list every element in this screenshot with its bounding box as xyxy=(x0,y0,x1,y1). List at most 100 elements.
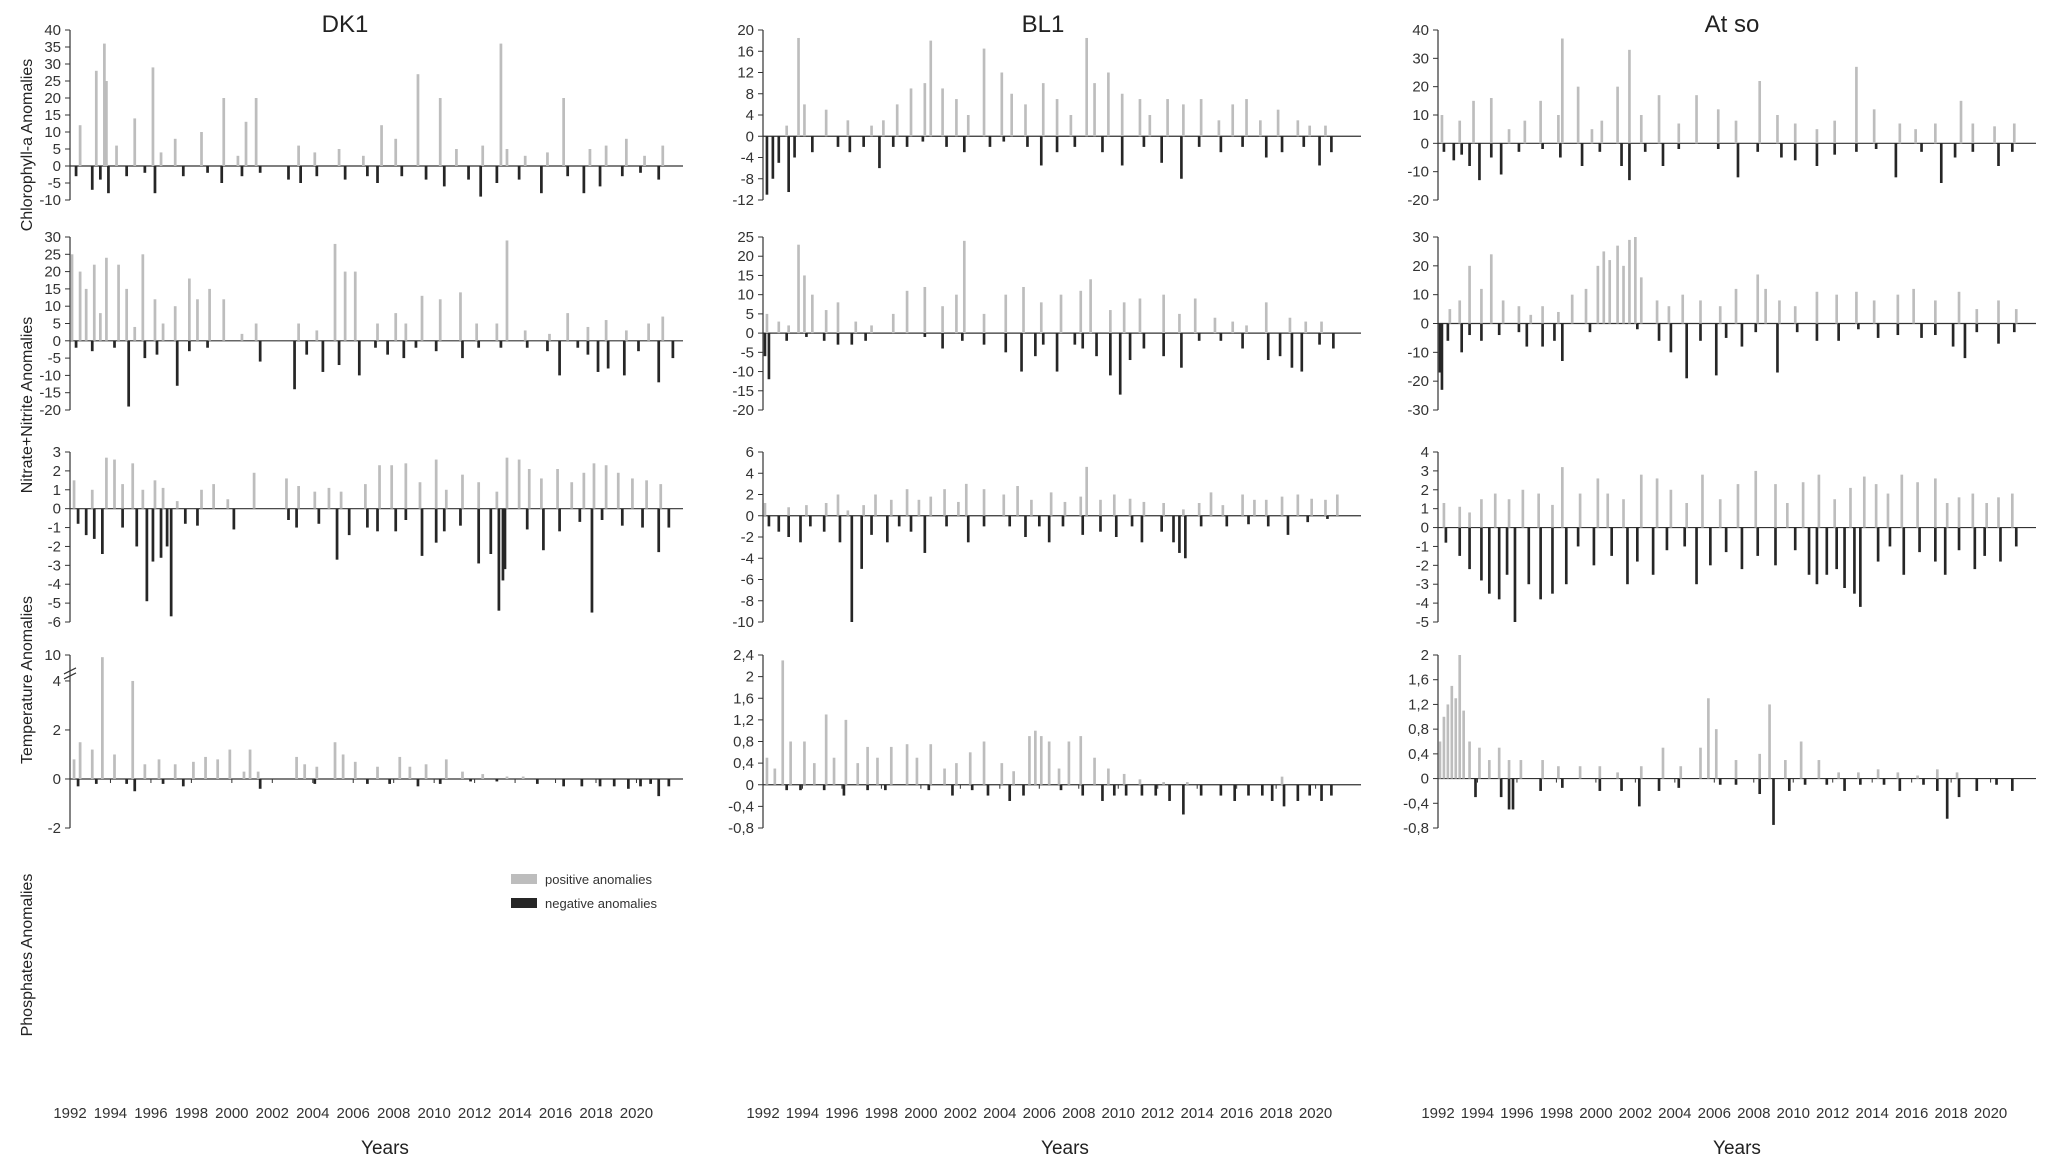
bar-positive-at-so-chlorophyll-a xyxy=(1600,120,1604,144)
bar-positive-dk1-chlorophyll-a xyxy=(505,149,509,166)
bar-negative-bl1-phosphates xyxy=(1168,784,1171,801)
ytick-label-at-so-chlorophyll-a: 20 xyxy=(1412,79,1429,96)
bar-positive-at-so-chlorophyll-a xyxy=(1616,86,1619,144)
bar-positive-at-so-nitrate-nitrite xyxy=(1468,265,1471,324)
bar-negative-at-so-nitrate-nitrite xyxy=(1975,323,1979,333)
bar-negative-dk1-temperature xyxy=(317,508,321,524)
bar-positive-dk1-temperature xyxy=(297,486,300,509)
ytick-label-bl1-temperature: 4 xyxy=(746,465,754,482)
bar-positive-bl1-chlorophyll-a xyxy=(1024,104,1027,137)
bar-positive-at-so-nitrate-nitrite xyxy=(1835,294,1838,324)
ytick-label-dk1-nitrate-nitrite: 15 xyxy=(44,281,61,298)
xtick-label-bl1-phosphates: 1992 xyxy=(746,1105,779,1122)
bar-negative-at-so-chlorophyll-a xyxy=(1478,143,1481,181)
bar-negative-at-so-chlorophyll-a xyxy=(1677,143,1681,149)
bar-negative-bl1-phosphates xyxy=(951,784,954,796)
bar-positive-bl1-phosphates xyxy=(889,746,893,785)
bar-negative-dk1-chlorophyll-a xyxy=(287,166,290,180)
bar-negative-bl1-temperature xyxy=(1172,515,1175,543)
bar-negative-at-so-phosphates xyxy=(1677,778,1681,788)
bar-negative-at-so-temperature xyxy=(1695,527,1698,585)
xtick-label-bl1-phosphates: 2002 xyxy=(944,1105,977,1122)
bar-positive-dk1-chlorophyll-a xyxy=(523,155,527,166)
bar-negative-dk1-phosphates xyxy=(598,778,602,787)
bar-negative-bl1-temperature xyxy=(1306,515,1310,523)
bar-positive-dk1-nitrate-nitrite xyxy=(98,313,102,341)
bar-positive-at-so-temperature xyxy=(1985,503,1988,528)
bar-positive-at-so-chlorophyll-a xyxy=(1993,126,1996,144)
bar-negative-bl1-temperature xyxy=(1286,515,1290,535)
bar-positive-at-so-temperature xyxy=(1900,474,1904,528)
bar-negative-dk1-temperature xyxy=(159,508,163,558)
bar-negative-at-so-temperature xyxy=(1859,527,1862,607)
xtick-label-bl1-phosphates: 2008 xyxy=(1062,1105,1095,1122)
bar-positive-at-so-chlorophyll-a xyxy=(1695,95,1698,144)
ytick-label-dk1-temperature: -6 xyxy=(48,614,61,631)
bar-negative-dk1-nitrate-nitrite xyxy=(499,340,503,348)
bar-positive-dk1-chlorophyll-a xyxy=(337,149,341,166)
bar-positive-at-so-phosphates xyxy=(1557,766,1560,779)
bar-negative-bl1-nitrate-nitrite xyxy=(822,333,826,341)
bar-positive-at-so-nitrate-nitrite xyxy=(1681,294,1685,324)
bar-negative-dk1-nitrate-nitrite xyxy=(206,340,209,348)
bar-positive-dk1-temperature xyxy=(252,472,256,509)
bar-negative-at-so-chlorophyll-a xyxy=(1815,143,1819,166)
bar-positive-bl1-phosphates xyxy=(866,746,869,785)
bar-positive-dk1-temperature xyxy=(390,465,394,509)
bar-positive-dk1-nitrate-nitrite xyxy=(394,313,398,341)
bar-positive-bl1-chlorophyll-a xyxy=(785,125,789,137)
bar-positive-at-so-nitrate-nitrite xyxy=(1622,265,1625,324)
bar-positive-dk1-nitrate-nitrite xyxy=(523,330,527,341)
bar-negative-at-so-temperature xyxy=(1756,527,1760,556)
bar-negative-dk1-phosphates xyxy=(469,778,472,782)
bar-negative-at-so-nitrate-nitrite xyxy=(1541,323,1544,347)
ytick-label-bl1-nitrate-nitrite: -10 xyxy=(732,364,754,381)
bar-negative-bl1-nitrate-nitrite xyxy=(1219,333,1223,341)
bar-positive-at-so-nitrate-nitrite xyxy=(1448,309,1452,324)
bar-negative-at-so-temperature xyxy=(1592,527,1596,566)
bar-positive-at-so-temperature xyxy=(1833,499,1837,528)
bar-positive-bl1-temperature xyxy=(1197,503,1201,516)
bar-positive-dk1-nitrate-nitrite xyxy=(208,288,211,341)
bar-positive-at-so-temperature xyxy=(1754,470,1758,528)
bar-negative-bl1-chlorophyll-a xyxy=(1026,136,1029,147)
bar-positive-at-so-chlorophyll-a xyxy=(1523,120,1527,144)
bar-positive-at-so-temperature xyxy=(1551,504,1554,528)
bar-negative-dk1-temperature xyxy=(542,508,545,551)
bar-negative-at-so-temperature xyxy=(1505,527,1509,575)
ytick-label-at-so-chlorophyll-a: -10 xyxy=(1407,164,1429,181)
xtick-label-bl1-phosphates: 1998 xyxy=(865,1105,898,1122)
bar-negative-at-so-temperature xyxy=(1709,527,1712,566)
bar-negative-dk1-temperature xyxy=(641,508,644,528)
bar-positive-bl1-nitrate-nitrite xyxy=(1039,302,1043,334)
bar-positive-bl1-temperature xyxy=(1002,494,1006,516)
bar-positive-at-so-nitrate-nitrite xyxy=(1628,239,1631,324)
panel-at-so-chlorophyll-a: -20 -10 0 10 20 30 40 xyxy=(1407,22,2036,209)
bar-negative-dk1-chlorophyll-a xyxy=(582,166,586,194)
bar-positive-at-so-temperature xyxy=(2010,493,2014,528)
bar-positive-bl1-temperature xyxy=(917,499,921,516)
bar-negative-dk1-chlorophyll-a xyxy=(467,166,470,180)
bar-negative-bl1-nitrate-nitrite xyxy=(763,333,767,357)
bar-positive-bl1-phosphates xyxy=(955,763,958,785)
bar-negative-at-so-temperature xyxy=(1610,527,1614,556)
bar-negative-bl1-phosphates xyxy=(1247,784,1250,796)
bar-positive-dk1-temperature xyxy=(527,469,531,509)
bar-negative-bl1-nitrate-nitrite xyxy=(1020,333,1023,372)
bar-negative-dk1-phosphates xyxy=(580,778,584,787)
bar-negative-dk1-nitrate-nitrite xyxy=(293,340,296,390)
bar-positive-dk1-chlorophyll-a xyxy=(499,43,503,166)
bar-positive-bl1-nitrate-nitrite xyxy=(891,313,895,334)
bar-positive-at-so-nitrate-nitrite xyxy=(1855,291,1858,324)
bar-negative-bl1-phosphates xyxy=(1320,784,1323,801)
bar-negative-bl1-temperature xyxy=(897,515,901,527)
bar-negative-bl1-nitrate-nitrite xyxy=(1142,333,1146,349)
bar-positive-dk1-chlorophyll-a xyxy=(380,125,383,166)
bar-negative-at-so-temperature xyxy=(1444,527,1448,543)
xtick-label-dk1-phosphates: 2012 xyxy=(458,1105,491,1122)
bar-negative-bl1-chlorophyll-a xyxy=(891,136,895,147)
ytick-label-bl1-phosphates: -0,8 xyxy=(728,820,754,837)
bar-positive-at-so-phosphates xyxy=(1507,760,1511,779)
bar-negative-dk1-temperature xyxy=(558,508,561,532)
ytick-label-dk1-chlorophyll-a: 10 xyxy=(44,124,61,141)
